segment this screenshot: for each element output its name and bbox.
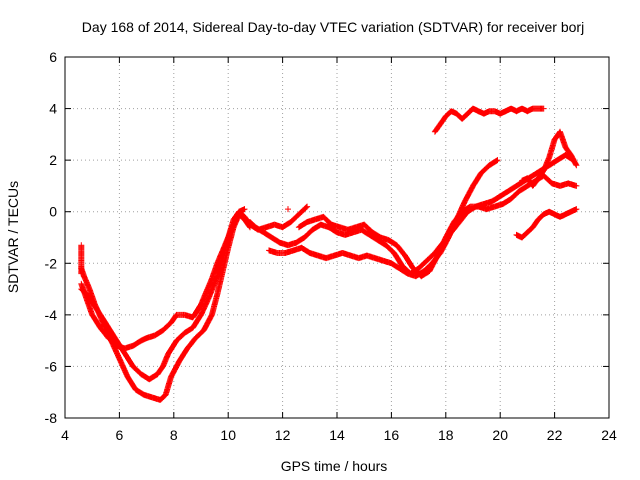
series-track-d: [247, 152, 577, 277]
series-markers: [78, 206, 248, 352]
chart-title: Day 168 of 2014, Sidereal Day-to-day VTE…: [82, 19, 584, 35]
series-markers: [78, 203, 311, 383]
y-tick-label: -4: [45, 307, 58, 323]
series-markers: [513, 206, 580, 241]
series-markers: [285, 206, 291, 213]
y-axis-label: SDTVAR / TECUs: [5, 181, 21, 293]
data-layer: [78, 105, 580, 403]
y-tick-label: -6: [45, 358, 58, 374]
series-markers: [78, 242, 85, 277]
y-tick-label: -2: [45, 255, 58, 271]
series-stray-1: [285, 206, 291, 213]
x-tick-label: 14: [329, 427, 345, 443]
x-tick-label: 18: [438, 427, 454, 443]
series-track-i: [519, 128, 580, 189]
x-tick-label: 16: [384, 427, 400, 443]
x-tick-label: 4: [61, 427, 69, 443]
x-tick-label: 12: [275, 427, 291, 443]
x-tick-label: 10: [220, 427, 236, 443]
series-markers: [519, 128, 580, 189]
series-track-g: [431, 105, 547, 135]
series-spike-1: [78, 242, 85, 277]
x-tick-label: 20: [492, 427, 508, 443]
series-markers: [431, 105, 547, 135]
y-tick-label: -8: [45, 410, 58, 426]
series-track-c: [78, 206, 248, 352]
grid-layer: [65, 57, 609, 418]
x-tick-label: 8: [170, 427, 178, 443]
x-tick-label: 6: [116, 427, 124, 443]
y-tick-label: 6: [49, 49, 57, 65]
y-tick-label: 2: [49, 152, 57, 168]
series-track-a: [78, 203, 311, 383]
series-track-h: [513, 206, 580, 241]
y-tick-label: 4: [49, 101, 57, 117]
x-tick-label: 24: [601, 427, 617, 443]
series-markers: [247, 152, 577, 277]
x-tick-label: 22: [547, 427, 563, 443]
y-tick-label: 0: [49, 204, 57, 220]
x-axis-label: GPS time / hours: [281, 458, 388, 474]
